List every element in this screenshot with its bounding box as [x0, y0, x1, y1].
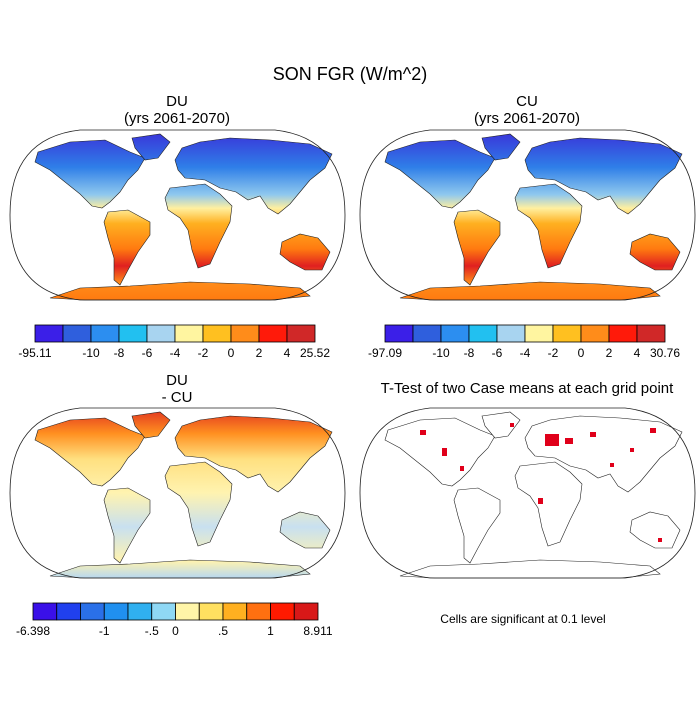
panel-subtitle: - CU [162, 389, 193, 406]
colorbar-label: -4 [170, 346, 181, 360]
colorbar-box [174, 324, 204, 343]
colorbar-label: 0 [578, 346, 585, 360]
colorbar-box [286, 324, 316, 343]
colorbar-box [608, 324, 638, 343]
colorbar-box [151, 602, 176, 621]
colorbar-box [103, 602, 129, 621]
colorbar-box [118, 324, 148, 343]
colorbar-box [384, 324, 414, 343]
colorbar-label: 30.76 [650, 346, 680, 360]
panel-title: DU [166, 372, 188, 389]
colorbar-box [440, 324, 470, 343]
colorbar-box [202, 324, 232, 343]
panel-note: Cells are significant at 0.1 level [440, 612, 605, 626]
colorbar-label: 2 [606, 346, 613, 360]
colorbar-label: -6.398 [16, 624, 50, 638]
panel-title: CU [516, 93, 538, 110]
map-cu [359, 129, 696, 301]
colorbar-label: -2 [198, 346, 209, 360]
colorbar-label: -6 [492, 346, 503, 360]
colorbar-label: -4 [520, 346, 531, 360]
colorbar-box [198, 602, 224, 621]
panel-subtitle: (yrs 2061-2070) [474, 110, 580, 127]
colorbar-box [270, 602, 295, 621]
colorbar-label: -6 [142, 346, 153, 360]
panel-title: T-Test of two Case means at each grid po… [381, 380, 674, 397]
colorbar-label: -.5 [145, 624, 159, 638]
figure-title: SON FGR (W/m^2) [273, 64, 427, 84]
colorbar-label: 8.911 [303, 624, 332, 638]
colorbar-box [246, 602, 271, 621]
colorbar-box [62, 324, 92, 343]
colorbar-box [524, 324, 554, 343]
colorbar-box [552, 324, 582, 343]
colorbar-box [496, 324, 526, 343]
colorbar-box [636, 324, 666, 343]
map-ttest [359, 407, 696, 579]
panel-title: DU [166, 93, 188, 110]
colorbar-box [175, 602, 200, 621]
colorbar-label: -1 [99, 624, 110, 638]
colorbar-box [127, 602, 153, 621]
colorbar-box [56, 602, 81, 621]
colorbar-label: -2 [548, 346, 559, 360]
panel-subtitle: (yrs 2061-2070) [124, 110, 230, 127]
colorbar-label: -97.09 [368, 346, 402, 360]
colorbar-box [580, 324, 610, 343]
colorbar-label: -10 [82, 346, 100, 360]
colorbar-label: .5 [218, 624, 228, 638]
colorbar-box [293, 602, 319, 621]
colorbar-box [80, 602, 105, 621]
map-diff [9, 407, 346, 579]
colorbar-label: 25.52 [300, 346, 330, 360]
colorbar-label: 1 [267, 624, 274, 638]
colorbar-box [468, 324, 498, 343]
colorbar-label: -10 [432, 346, 450, 360]
colorbar-label: -8 [464, 346, 475, 360]
colorbar-box [32, 602, 58, 621]
colorbar-box [146, 324, 176, 343]
colorbar-box [222, 602, 248, 621]
colorbar-label: 4 [634, 346, 641, 360]
colorbar-label: 0 [172, 624, 179, 638]
colorbar-label: -95.11 [18, 346, 51, 360]
colorbar-box [34, 324, 64, 343]
colorbar-label: 2 [256, 346, 263, 360]
colorbar-box [230, 324, 260, 343]
colorbar-box [258, 324, 288, 343]
colorbar-box [90, 324, 120, 343]
map-du [9, 129, 346, 301]
colorbar-box [412, 324, 442, 343]
colorbar-label: 0 [228, 346, 235, 360]
colorbar-label: 4 [284, 346, 291, 360]
colorbar-label: -8 [114, 346, 125, 360]
